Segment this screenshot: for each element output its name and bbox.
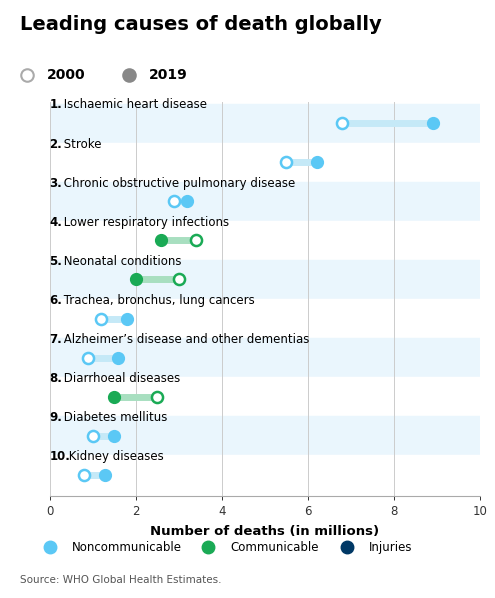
Text: 3.: 3. (50, 176, 62, 190)
Text: Neonatal conditions: Neonatal conditions (60, 255, 182, 268)
Text: 4.: 4. (50, 216, 62, 228)
Text: 5.: 5. (50, 255, 62, 268)
Text: 1.: 1. (50, 99, 62, 111)
Text: 7.: 7. (50, 333, 62, 346)
Text: 10.: 10. (50, 450, 70, 463)
Text: 6.: 6. (50, 294, 62, 307)
Text: Leading causes of death globally: Leading causes of death globally (20, 15, 382, 34)
Bar (50, 299, 480, 338)
Bar (50, 338, 480, 377)
Text: Communicable: Communicable (230, 541, 319, 554)
Text: Injuries: Injuries (369, 541, 412, 554)
Bar (50, 103, 480, 143)
Text: Diabetes mellitus: Diabetes mellitus (60, 411, 168, 424)
Text: Diarrhoeal diseases: Diarrhoeal diseases (60, 372, 181, 385)
Text: Chronic obstructive pulmonary disease: Chronic obstructive pulmonary disease (60, 176, 296, 190)
Text: Source: WHO Global Health Estimates.: Source: WHO Global Health Estimates. (20, 575, 221, 585)
Bar (50, 455, 480, 495)
Text: Noncommunicable: Noncommunicable (72, 541, 182, 554)
X-axis label: Number of deaths (in millions): Number of deaths (in millions) (150, 525, 379, 538)
Bar (50, 182, 480, 221)
Bar (50, 377, 480, 416)
Text: Ischaemic heart disease: Ischaemic heart disease (60, 99, 207, 111)
Text: 2000: 2000 (47, 68, 86, 82)
Bar (50, 143, 480, 182)
Text: 2019: 2019 (148, 68, 187, 82)
Text: Alzheimer’s disease and other dementias: Alzheimer’s disease and other dementias (60, 333, 310, 346)
Text: 9.: 9. (50, 411, 62, 424)
Text: 8.: 8. (50, 372, 62, 385)
Text: Trachea, bronchus, lung cancers: Trachea, bronchus, lung cancers (60, 294, 255, 307)
Bar (50, 221, 480, 260)
Text: Kidney diseases: Kidney diseases (64, 450, 163, 463)
Bar (50, 260, 480, 299)
Text: Stroke: Stroke (60, 138, 102, 151)
Bar (50, 416, 480, 455)
Text: Lower respiratory infections: Lower respiratory infections (60, 216, 229, 228)
Text: 2.: 2. (50, 138, 62, 151)
